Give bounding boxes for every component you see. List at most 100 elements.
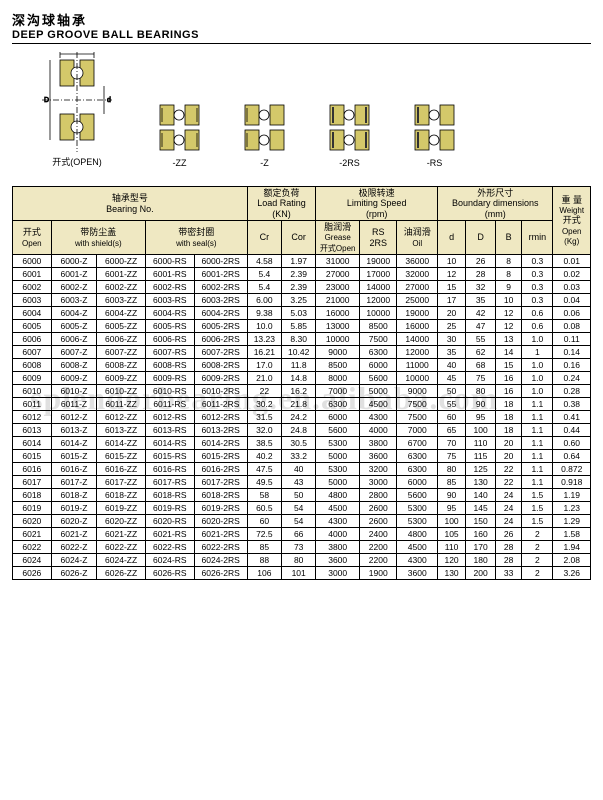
table-cell: 20: [438, 307, 466, 320]
table-cell: 6009-Z: [51, 372, 97, 385]
table-cell: 19000: [397, 307, 438, 320]
table-cell: 5.4: [247, 268, 281, 281]
diagram-2rs-label: -2RS: [339, 158, 360, 168]
table-cell: 6018-2RS: [194, 489, 247, 502]
table-cell: 6012-ZZ: [97, 411, 146, 424]
table-cell: 1.5: [522, 515, 553, 528]
table-cell: 16: [496, 385, 522, 398]
table-cell: 6012-2RS: [194, 411, 247, 424]
table-cell: 30: [438, 333, 466, 346]
table-cell: 110: [438, 541, 466, 554]
table-cell: 6019-2RS: [194, 502, 247, 515]
table-cell: 3.26: [553, 567, 591, 580]
table-row: 60116011-Z6011-ZZ6011-RS6011-2RS30.221.8…: [13, 398, 591, 411]
table-cell: 90: [466, 398, 496, 411]
table-cell: 21.8: [282, 398, 316, 411]
table-cell: 10000: [360, 307, 397, 320]
table-cell: 2.39: [282, 281, 316, 294]
table-cell: 130: [466, 476, 496, 489]
table-cell: 6009: [13, 372, 52, 385]
spec-table: 轴承型号Bearing No. 额定负荷Load Rating(KN) 极限转速…: [12, 186, 591, 580]
table-cell: 28: [496, 554, 522, 567]
table-cell: 80: [466, 385, 496, 398]
svg-text:d: d: [107, 97, 111, 104]
table-cell: 6300: [397, 450, 438, 463]
table-cell: 0.01: [553, 255, 591, 268]
table-cell: 12: [496, 320, 522, 333]
table-row: 60026002-Z6002-ZZ6002-RS6002-2RS5.42.392…: [13, 281, 591, 294]
table-cell: 5000: [316, 450, 360, 463]
table-cell: 6000-2RS: [194, 255, 247, 268]
table-cell: 24: [496, 502, 522, 515]
table-cell: 1.29: [553, 515, 591, 528]
table-cell: 14000: [397, 333, 438, 346]
table-cell: 6005-Z: [51, 320, 97, 333]
table-cell: 80: [438, 463, 466, 476]
table-cell: 38.5: [247, 437, 281, 450]
table-cell: 16.2: [282, 385, 316, 398]
table-cell: 6018-ZZ: [97, 489, 146, 502]
table-row: 60216021-Z6021-ZZ6021-RS6021-2RS72.56640…: [13, 528, 591, 541]
table-cell: 6001: [13, 268, 52, 281]
table-cell: 33.2: [282, 450, 316, 463]
table-cell: 160: [466, 528, 496, 541]
table-cell: 6005-2RS: [194, 320, 247, 333]
table-cell: 6002: [13, 281, 52, 294]
table-cell: 22: [496, 463, 522, 476]
table-cell: 6024-RS: [145, 554, 194, 567]
table-cell: 6008-Z: [51, 359, 97, 372]
table-row: 60096009-Z6009-ZZ6009-RS6009-2RS21.014.8…: [13, 372, 591, 385]
table-cell: 16000: [316, 307, 360, 320]
table-row: 60226022-Z6022-ZZ6022-RS6022-2RS85733800…: [13, 541, 591, 554]
table-cell: 26: [496, 528, 522, 541]
table-cell: 24.8: [282, 424, 316, 437]
table-cell: 4.58: [247, 255, 281, 268]
table-cell: 8000: [316, 372, 360, 385]
table-cell: 9: [496, 281, 522, 294]
table-cell: 10000: [397, 372, 438, 385]
table-cell: 6001-RS: [145, 268, 194, 281]
table-cell: 8500: [360, 320, 397, 333]
table-cell: 3000: [316, 567, 360, 580]
table-cell: 6026-Z: [51, 567, 97, 580]
table-cell: 12000: [360, 294, 397, 307]
table-cell: 62: [466, 346, 496, 359]
table-cell: 6007-2RS: [194, 346, 247, 359]
table-cell: 85: [247, 541, 281, 554]
table-cell: 0.3: [522, 255, 553, 268]
table-cell: 1.1: [522, 411, 553, 424]
table-cell: 70: [438, 437, 466, 450]
table-cell: 24: [496, 515, 522, 528]
table-cell: 33: [496, 567, 522, 580]
diagram-row: B D d 开式(OPEN) -ZZ -Z: [32, 52, 591, 168]
diagram-zz: -ZZ: [152, 100, 207, 168]
table-cell: 95: [466, 411, 496, 424]
table-cell: 49.5: [247, 476, 281, 489]
table-cell: 6013-Z: [51, 424, 97, 437]
table-row: 60176017-Z6017-ZZ6017-RS6017-2RS49.54350…: [13, 476, 591, 489]
table-header: 轴承型号Bearing No. 额定负荷Load Rating(KN) 极限转速…: [13, 187, 591, 255]
page: 深沟球轴承 DEEP GROOVE BALL BEARINGS B D d 开式…: [0, 0, 603, 590]
table-cell: 6016: [13, 463, 52, 476]
table-cell: 6017: [13, 476, 52, 489]
table-cell: 10: [496, 294, 522, 307]
table-cell: 0.6: [522, 320, 553, 333]
table-cell: 1.1: [522, 437, 553, 450]
table-cell: 6009-RS: [145, 372, 194, 385]
table-cell: 6014-Z: [51, 437, 97, 450]
table-cell: 1.1: [522, 450, 553, 463]
table-cell: 7500: [397, 398, 438, 411]
table-cell: 1.23: [553, 502, 591, 515]
table-cell: 0.3: [522, 294, 553, 307]
table-cell: 101: [282, 567, 316, 580]
table-cell: 11000: [397, 359, 438, 372]
table-cell: 6300: [397, 463, 438, 476]
table-cell: 6021-2RS: [194, 528, 247, 541]
table-cell: 43: [282, 476, 316, 489]
table-cell: 6016-RS: [145, 463, 194, 476]
table-row: 60016001-Z6001-ZZ6001-RS6001-2RS5.42.392…: [13, 268, 591, 281]
table-cell: 10.42: [282, 346, 316, 359]
table-row: 60066006-Z6006-ZZ6006-RS6006-2RS13.238.3…: [13, 333, 591, 346]
table-row: 60266026-Z6026-ZZ6026-RS6026-2RS10610130…: [13, 567, 591, 580]
table-cell: 1: [522, 346, 553, 359]
